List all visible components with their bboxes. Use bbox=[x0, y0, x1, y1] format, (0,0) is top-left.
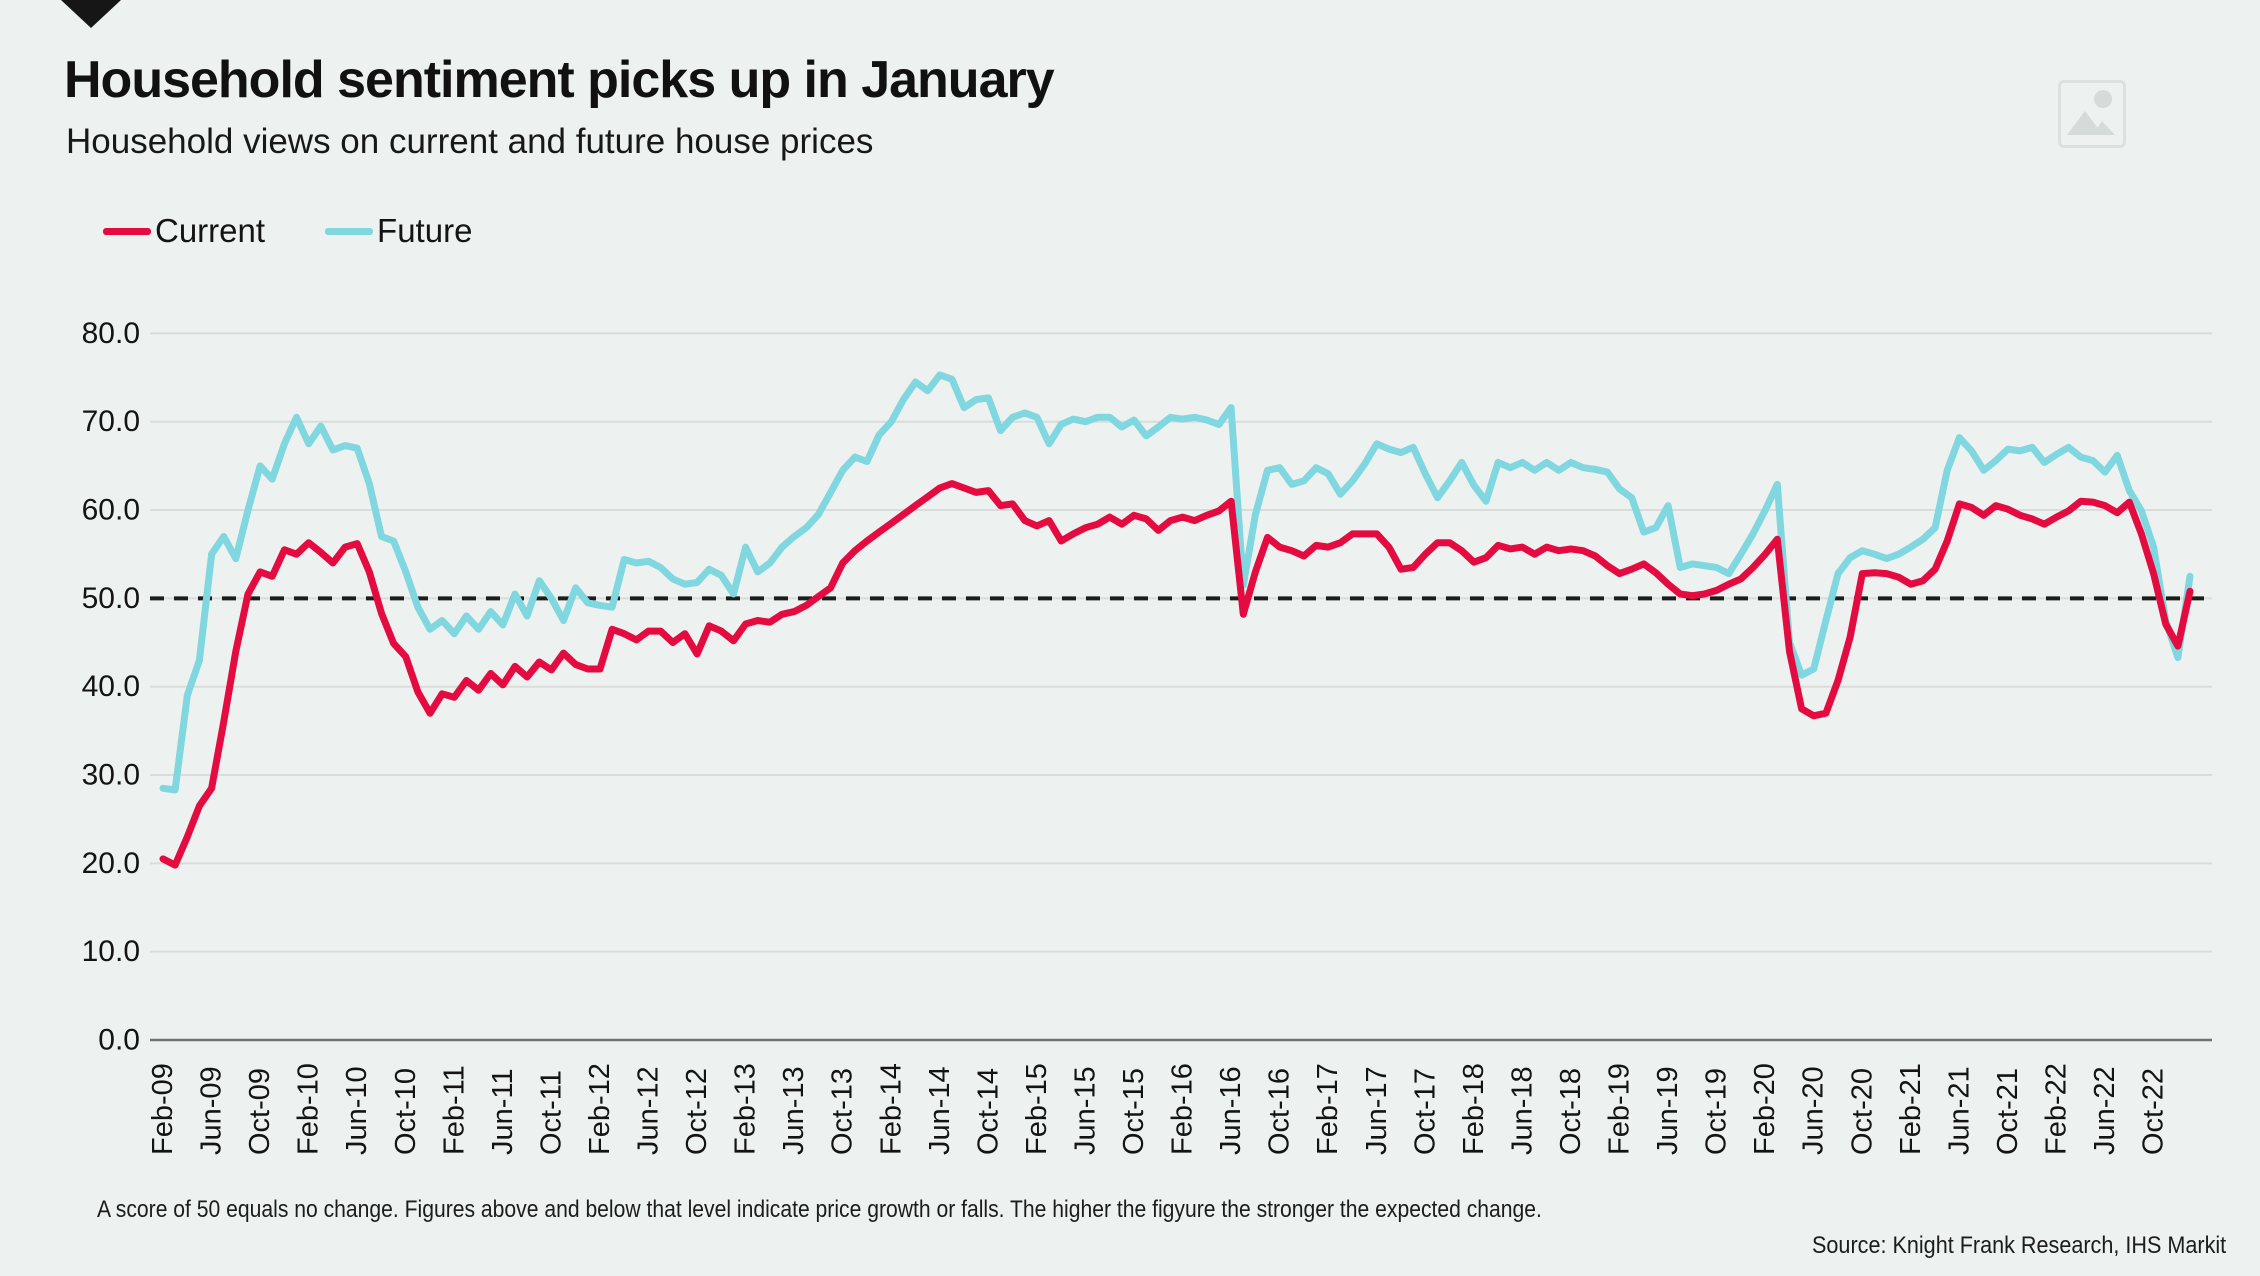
series-line-current bbox=[159, 480, 2194, 869]
x-tick-label: Oct-17 bbox=[1409, 1068, 1441, 1155]
y-tick-label: 20.0 bbox=[82, 847, 140, 880]
x-tick-label: Jun-14 bbox=[924, 1066, 956, 1155]
y-tick-label: 30.0 bbox=[82, 759, 140, 792]
legend-label-current: Current bbox=[155, 212, 266, 249]
x-tick-label: Jun-16 bbox=[1215, 1066, 1247, 1155]
footnote: A score of 50 equals no change. Figures … bbox=[97, 1196, 1542, 1223]
x-tick-label: Jun-22 bbox=[2089, 1066, 2121, 1155]
image-placeholder-glyph bbox=[2067, 90, 2115, 135]
x-tick-label: Jun-10 bbox=[341, 1066, 373, 1155]
y-tick-label: 80.0 bbox=[82, 317, 140, 350]
x-tick-label: Oct-15 bbox=[1118, 1068, 1150, 1155]
y-tick-label: 70.0 bbox=[82, 405, 140, 438]
x-tick-label: Feb-18 bbox=[1458, 1063, 1490, 1155]
x-tick-label: Jun-12 bbox=[633, 1066, 665, 1155]
y-tick-label: 10.0 bbox=[82, 935, 140, 968]
x-tick-label: Jun-20 bbox=[1798, 1066, 1830, 1155]
x-tick-label: Feb-19 bbox=[1604, 1063, 1636, 1155]
x-tick-label: Oct-19 bbox=[1701, 1068, 1733, 1155]
y-tick-label: 0.0 bbox=[98, 1024, 140, 1057]
x-tick-label: Jun-17 bbox=[1361, 1066, 1393, 1155]
legend-item-future: Future bbox=[325, 212, 472, 250]
x-tick-label: Jun-21 bbox=[1943, 1066, 1975, 1155]
current-line-swatch bbox=[103, 227, 151, 235]
x-tick-label: Oct-16 bbox=[1264, 1068, 1296, 1155]
y-tick-label: 50.0 bbox=[82, 582, 140, 615]
x-tick-label: Feb-15 bbox=[1021, 1063, 1053, 1155]
page-subtitle: Household views on current and future ho… bbox=[66, 122, 874, 161]
x-tick-label: Jun-09 bbox=[196, 1066, 228, 1155]
x-tick-label: Jun-13 bbox=[778, 1066, 810, 1155]
x-tick-label: Oct-18 bbox=[1555, 1068, 1587, 1155]
x-tick-label: Feb-12 bbox=[584, 1063, 616, 1155]
page-title: Household sentiment picks up in January bbox=[64, 51, 1055, 109]
x-tick-label: Feb-16 bbox=[1167, 1063, 1199, 1155]
source-credit: Source: Knight Frank Research, IHS Marki… bbox=[1811, 1232, 2226, 1259]
x-tick-label: Oct-12 bbox=[681, 1068, 713, 1155]
x-tick-label: Jun-11 bbox=[487, 1068, 519, 1155]
x-tick-label: Feb-22 bbox=[2040, 1063, 2072, 1155]
legend-item-current: Current bbox=[103, 212, 265, 250]
future-line-swatch bbox=[325, 227, 374, 235]
x-tick-label: Oct-22 bbox=[2138, 1068, 2170, 1155]
series-line-future bbox=[159, 371, 2194, 794]
x-tick-label: Feb-17 bbox=[1312, 1063, 1344, 1155]
x-tick-label: Jun-15 bbox=[1069, 1066, 1101, 1155]
x-tick-label: Feb-20 bbox=[1749, 1063, 1781, 1155]
x-tick-label: Feb-10 bbox=[293, 1063, 325, 1155]
x-tick-label: Oct-09 bbox=[244, 1068, 276, 1155]
x-tick-label: Feb-11 bbox=[438, 1065, 470, 1155]
x-tick-label: Jun-18 bbox=[1506, 1066, 1538, 1155]
x-tick-label: Jun-19 bbox=[1652, 1066, 1684, 1155]
x-tick-label: Oct-13 bbox=[827, 1068, 859, 1155]
x-tick-label: Oct-11 bbox=[535, 1070, 567, 1155]
legend-label-future: Future bbox=[377, 212, 473, 249]
y-tick-label: 40.0 bbox=[82, 670, 140, 703]
chart-legend: Current Future bbox=[103, 212, 472, 250]
down-triangle-icon bbox=[61, 0, 121, 28]
image-placeholder-icon bbox=[2058, 80, 2126, 148]
x-tick-label: Oct-21 bbox=[1992, 1068, 2024, 1155]
x-tick-label: Feb-13 bbox=[730, 1063, 762, 1155]
x-tick-label: Feb-21 bbox=[1895, 1063, 1927, 1155]
y-tick-label: 60.0 bbox=[82, 494, 140, 527]
x-tick-label: Oct-14 bbox=[972, 1068, 1004, 1155]
x-tick-label: Feb-14 bbox=[875, 1063, 907, 1155]
x-tick-label: Feb-09 bbox=[147, 1063, 179, 1155]
x-tick-label: Oct-10 bbox=[390, 1068, 422, 1155]
x-tick-label: Oct-20 bbox=[1846, 1068, 1878, 1155]
